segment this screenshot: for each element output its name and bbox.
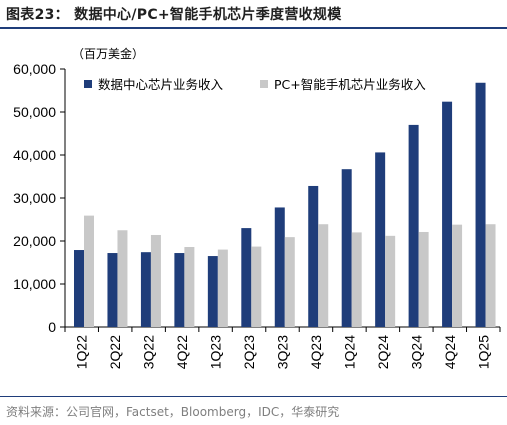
bar-pc-smartphone-4Q23 <box>318 224 329 327</box>
title-divider <box>0 27 507 29</box>
x-tick-label: 3Q24 <box>408 335 424 369</box>
y-tick-label: 20,000 <box>13 233 56 249</box>
y-tick-label: 60,000 <box>13 61 56 77</box>
bar-data-center-3Q22 <box>140 252 151 327</box>
bar-data-center-2Q24 <box>375 152 386 327</box>
bar-data-center-2Q23 <box>241 228 252 327</box>
bar-data-center-4Q23 <box>308 185 319 327</box>
bar-pc-smartphone-2Q24 <box>385 235 396 327</box>
bar-data-center-4Q22 <box>174 253 185 327</box>
x-tick-label: 2Q22 <box>107 335 123 369</box>
bar-pc-smartphone-3Q24 <box>418 231 429 327</box>
x-tick-label: 2Q24 <box>375 335 391 369</box>
bar-pc-smartphone-4Q24 <box>452 224 463 327</box>
y-tick-label: 0 <box>48 319 56 335</box>
source-note: 资料来源：公司官网，Factset，Bloomberg，IDC，华泰研究 <box>6 405 340 419</box>
bar-data-center-1Q25 <box>475 82 486 327</box>
y-tick-label: 10,000 <box>13 276 56 292</box>
bar-pc-smartphone-4Q22 <box>184 247 195 327</box>
x-tick-label: 3Q22 <box>141 335 157 369</box>
x-tick-label: 1Q22 <box>74 335 90 369</box>
figure-header: 图表23： 数据中心/PC+智能手机芯片季度营收规模 <box>0 0 507 29</box>
bar-data-center-3Q24 <box>408 124 419 328</box>
bar-data-center-1Q24 <box>341 169 352 327</box>
bar-pc-smartphone-1Q23 <box>217 249 228 327</box>
bar-pc-smartphone-2Q22 <box>117 230 128 327</box>
x-tick-label: 2Q23 <box>241 335 257 369</box>
y-tick-label: 40,000 <box>13 147 56 163</box>
bar-pc-smartphone-3Q23 <box>284 237 295 327</box>
source-divider <box>0 396 507 397</box>
x-tick-label: 1Q23 <box>208 335 224 369</box>
legend-swatch-pc-smartphone <box>260 80 268 88</box>
legend-swatch-data-center <box>84 80 92 88</box>
bar-pc-smartphone-1Q25 <box>485 224 496 327</box>
x-tick-label: 4Q22 <box>174 335 190 369</box>
x-tick-label: 3Q23 <box>275 335 291 369</box>
bar-pc-smartphone-1Q24 <box>351 232 362 327</box>
y-axis: 0 10,000 20,000 30,000 40,000 50,000 60,000 <box>13 61 66 335</box>
legend: 数据中心芯片业务收入 PC+智能手机芯片业务收入 <box>84 77 426 92</box>
bar-pc-smartphone-1Q22 <box>84 215 94 327</box>
legend-label-data-center: 数据中心芯片业务收入 <box>98 77 224 92</box>
x-tick-label: 1Q25 <box>475 335 491 369</box>
bar-data-center-3Q23 <box>274 207 285 327</box>
x-tick-label: 1Q24 <box>341 335 357 369</box>
bar-pc-smartphone-3Q22 <box>150 234 161 327</box>
x-axis: 1Q22 2Q22 3Q22 4Q22 1Q23 2Q23 3Q23 4Q23 1Q24 2Q24… <box>64 326 501 369</box>
unit-label: （百万美金） <box>72 46 144 61</box>
bars-group <box>74 82 496 328</box>
x-tick-label: 4Q23 <box>308 335 324 369</box>
bar-data-center-2Q22 <box>107 253 118 327</box>
bar-data-center-1Q23 <box>207 256 218 327</box>
bar-data-center-4Q24 <box>442 101 453 328</box>
bar-data-center-1Q22 <box>74 250 84 327</box>
legend-label-pc-smartphone: PC+智能手机芯片业务收入 <box>274 77 426 92</box>
figure-title: 图表23： 数据中心/PC+智能手机芯片季度营收规模 <box>6 7 342 23</box>
x-tick-label: 4Q24 <box>442 335 458 369</box>
y-tick-label: 30,000 <box>13 190 56 206</box>
bar-pc-smartphone-2Q23 <box>251 246 262 327</box>
y-tick-label: 50,000 <box>13 104 56 120</box>
revenue-bar-chart: （百万美金） 0 10,000 20,000 30,000 40,000 50,000 60… <box>13 46 501 369</box>
